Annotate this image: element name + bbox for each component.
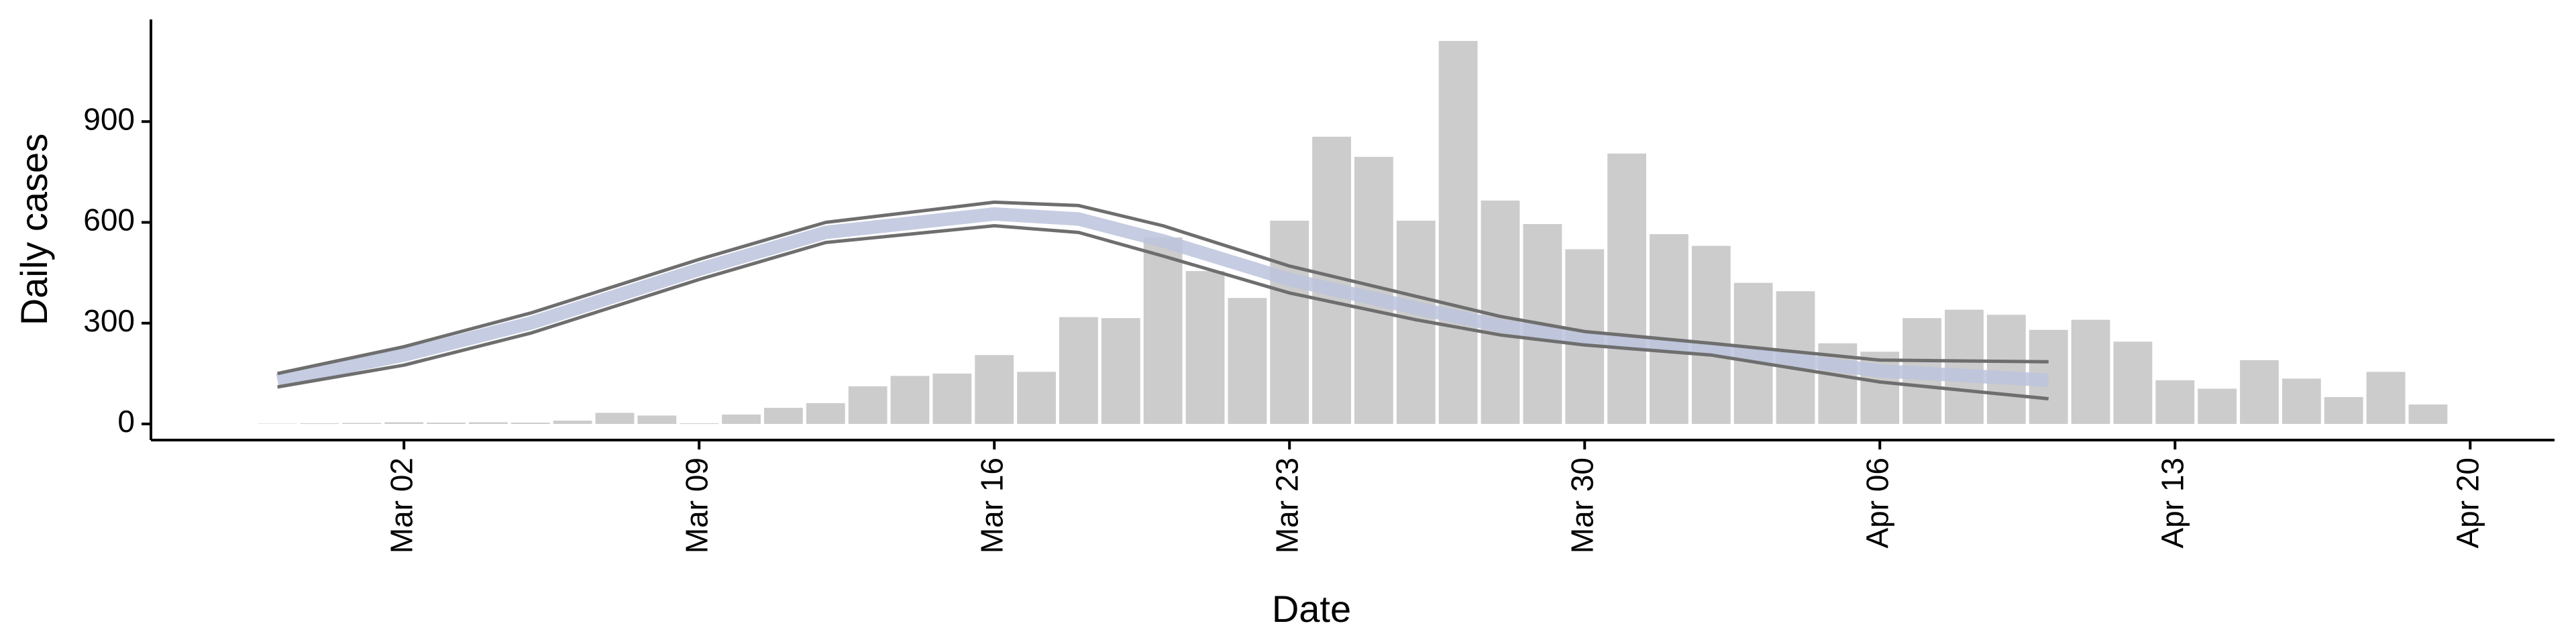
bar [1185,271,1225,424]
bar [637,415,677,424]
bar [2282,378,2321,424]
bar [1691,246,1731,424]
bar [2155,380,2195,424]
bar [2408,404,2448,424]
bar [1228,298,1267,424]
x-tick-label: Apr 20 [2450,458,2485,549]
y-axis-title: Daily cases [13,133,55,325]
bar [427,422,466,424]
bar [1270,220,1309,424]
upper-line [277,200,2049,376]
bar [2071,319,2110,424]
bar [1650,234,1688,424]
y-tick-label: 0 [117,404,135,439]
bar [1101,318,1140,424]
bar [384,422,424,424]
bar [2324,396,2363,424]
bar [722,414,761,424]
bar [1059,317,1098,424]
x-axis-title: Date [1272,588,1351,630]
lower-line [277,224,2049,400]
mean-ribbon [276,207,2049,387]
x-tick-label: Apr 06 [1860,458,1894,549]
bar [1986,315,2026,424]
y-tick-label: 900 [83,101,135,136]
bar [468,422,508,424]
bar [763,407,803,424]
bar [848,386,888,424]
bar [1607,153,1647,424]
bar [300,423,339,424]
bar [1438,41,1478,424]
bar [806,402,845,424]
x-tick-label: Apr 13 [2155,458,2190,549]
x-tick-label: Mar 02 [384,458,419,553]
bar [2240,360,2279,424]
y-tick-label: 600 [83,203,135,237]
x-tick-label: Mar 09 [679,458,714,553]
bar [342,423,382,424]
bar [595,413,635,424]
bar [932,373,972,424]
bar [258,423,297,424]
x-tick-label: Mar 23 [1269,458,1304,553]
bar [975,355,1014,424]
bar [680,423,719,424]
bar [511,422,550,424]
bar [1143,237,1183,424]
bar [1017,372,1056,424]
x-tick-label: Mar 16 [974,458,1009,553]
bar [890,376,930,424]
bar [2113,341,2153,424]
bar [2366,372,2406,424]
bar [2198,388,2237,424]
x-tick-label: Mar 30 [1564,458,1599,553]
bar [1945,309,1984,424]
y-tick-label: 300 [83,303,135,338]
bar [553,420,592,424]
